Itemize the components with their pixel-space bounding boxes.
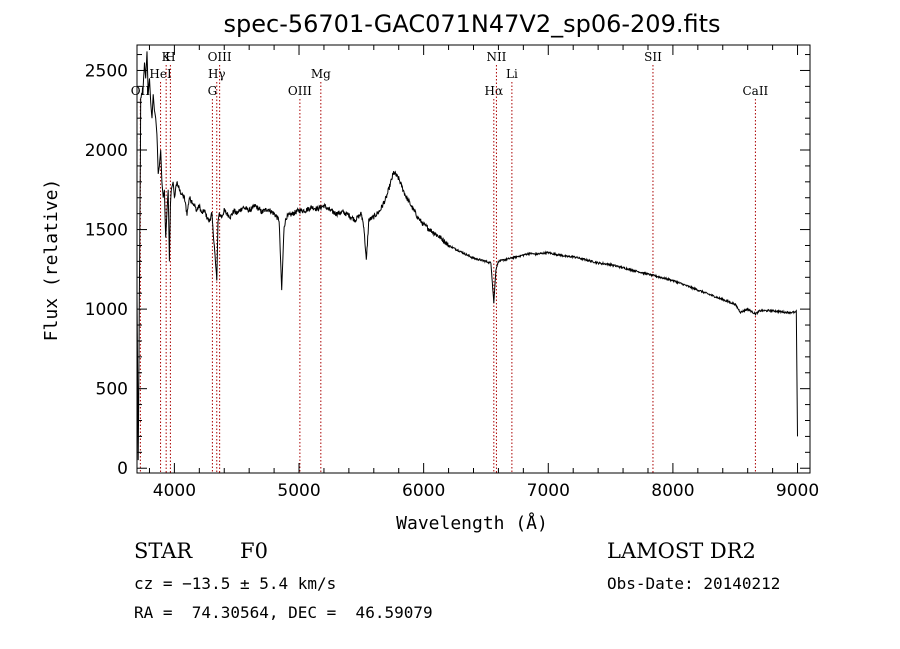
line-label-12: SII: [644, 50, 662, 64]
survey-label: LAMOST DR2: [607, 539, 756, 563]
plot-frame: [136, 44, 811, 474]
spectrum-line: [136, 51, 798, 461]
line-label-2: K: [162, 50, 172, 64]
y-axis-label: Flux (relative): [41, 179, 62, 342]
line-label-5: Hγ: [208, 67, 226, 81]
x-tick-label-3: 7000: [527, 481, 570, 501]
line-label-8: Mg: [311, 67, 331, 81]
axis-ticks: 4000 5000 6000 7000 8000 9000 0 500 1000 1500 2000…: [85, 45, 819, 501]
observation-date: Obs-Date: 20140212: [607, 574, 781, 593]
line-label-7: OIII: [288, 84, 312, 98]
x-tick-label-4: 8000: [651, 481, 694, 501]
x-axis-label: Wavelength (Å): [396, 512, 548, 534]
line-label-10: NII: [486, 50, 506, 64]
line-label-1: HeI: [149, 67, 172, 81]
x-tick-label-2: 6000: [402, 481, 445, 501]
line-label-4: G: [208, 84, 218, 98]
x-tick-label-5: 9000: [776, 481, 819, 501]
redshift-cz: cz = −13.5 ± 5.4 km/s: [134, 574, 337, 593]
object-subclass: F0: [240, 539, 268, 563]
line-label-11: Li: [506, 67, 518, 81]
y-tick-label-1: 500: [96, 380, 128, 400]
y-tick-label-3: 1500: [85, 221, 128, 241]
x-tick-label-0: 4000: [153, 481, 196, 501]
y-tick-label-2: 1000: [85, 300, 128, 320]
y-tick-label-4: 2000: [85, 141, 128, 161]
ra-dec-coordinates: RA = 74.30564, DEC = 46.59079: [134, 603, 433, 622]
chart-title: spec-56701-GAC071N47V2_sp06-209.fits: [224, 10, 721, 38]
y-tick-label-0: 0: [117, 459, 128, 479]
line-label-13: CaII: [742, 84, 768, 98]
x-tick-label-1: 5000: [277, 481, 320, 501]
line-label-0: OII: [131, 84, 151, 98]
line-label-9: Hα: [485, 84, 504, 98]
object-class: STAR: [134, 539, 193, 563]
line-label-3: H: [165, 50, 175, 64]
y-tick-label-5: 2500: [85, 61, 128, 81]
line-label-6: OIII: [208, 50, 232, 64]
